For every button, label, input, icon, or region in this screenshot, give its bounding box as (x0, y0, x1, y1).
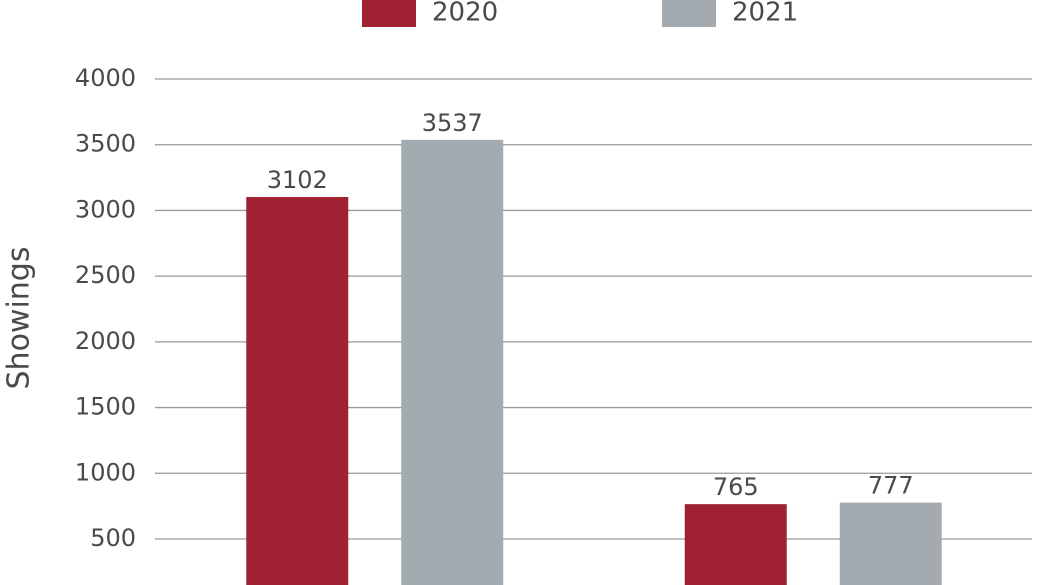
y-tick-label: 3000 (75, 195, 136, 223)
legend-label: 2020 (432, 0, 498, 28)
y-tick-label: 4000 (75, 64, 136, 92)
y-tick-label: 500 (90, 524, 136, 552)
value-label: 765 (713, 473, 759, 501)
legend-swatch (662, 0, 716, 27)
legend-label: 2021 (732, 0, 798, 28)
legend-swatch (362, 0, 416, 27)
bar (684, 504, 787, 585)
value-label: 3537 (422, 109, 483, 137)
y-tick-label: 3500 (75, 130, 136, 158)
y-tick-label: 2500 (75, 261, 136, 289)
y-tick-label: 1000 (75, 458, 136, 486)
y-tick-label: 2000 (75, 327, 136, 355)
value-label: 3102 (267, 166, 328, 194)
y-tick-label: 1500 (75, 393, 136, 421)
bar (401, 139, 504, 585)
bar (246, 197, 349, 585)
bar (839, 502, 942, 585)
y-axis-label: Showings (2, 247, 37, 390)
value-label: 777 (868, 472, 914, 500)
